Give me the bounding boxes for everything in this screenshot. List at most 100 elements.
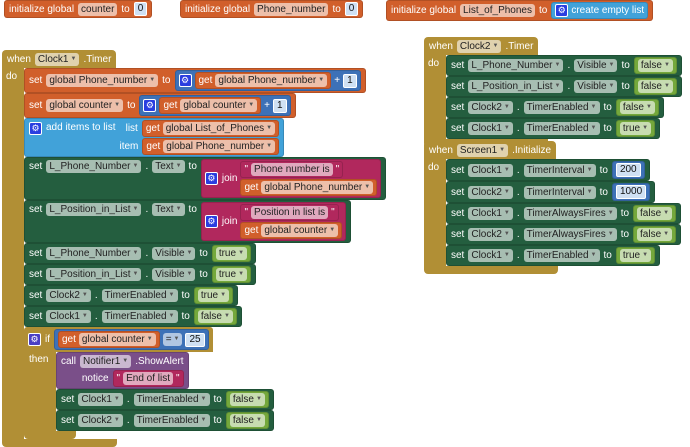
property-dropdown[interactable]: TimerEnabled ▼ xyxy=(133,414,210,427)
gear-icon[interactable]: ⚙ xyxy=(204,215,218,228)
boolean-dropdown[interactable]: false ▼ xyxy=(637,80,673,93)
gear-icon[interactable]: ⚙ xyxy=(143,99,157,112)
set-phone-number[interactable]: set global Phone_number ▼ to ⚙ get global Pho… xyxy=(24,68,366,93)
create-empty-list-block[interactable]: ⚙ create empty list xyxy=(551,2,649,19)
init-global-counter[interactable]: initialize global counter to 0 xyxy=(4,0,153,18)
boolean-dropdown[interactable]: true ▼ xyxy=(215,247,248,260)
get-phone-number[interactable]: get global Phone_number ▼ xyxy=(194,72,332,89)
boolean-dropdown[interactable]: true ▼ xyxy=(215,268,248,281)
component-dropdown[interactable]: Screen1 ▼ xyxy=(456,143,509,157)
set-property-row[interactable]: set Clock1 ▼. TimerInterval ▼ to 200 xyxy=(446,159,650,181)
property-dropdown[interactable]: Visible ▼ xyxy=(574,59,618,72)
component-dropdown[interactable]: Clock2 ▼ xyxy=(456,39,502,53)
property-dropdown[interactable]: TimerInterval ▼ xyxy=(523,185,596,199)
boolean-dropdown[interactable]: false ▼ xyxy=(197,310,233,323)
boolean-block[interactable]: false ▼ xyxy=(225,391,269,408)
component-dropdown[interactable]: L_Phone_Number ▼ xyxy=(468,59,564,72)
boolean-block[interactable]: false ▼ xyxy=(633,205,677,222)
property-dropdown[interactable]: TimerEnabled ▼ xyxy=(101,289,178,302)
set-property-row[interactable]: set Clock2 ▼. TimerInterval ▼ to 1000 xyxy=(446,181,656,203)
var-dropdown[interactable]: global counter ▼ xyxy=(46,99,124,112)
boolean-dropdown[interactable]: false ▼ xyxy=(229,393,265,406)
if-block[interactable]: ⚙ if get global counter ▼ = ▼ 25 then call Noti… xyxy=(24,327,274,439)
set-property-row[interactable]: set Clock2 ▼. TimerAlwaysFires ▼ to false ▼ xyxy=(446,224,682,245)
addition-block[interactable]: ⚙ get global Phone_number ▼ +1 xyxy=(174,70,361,91)
gear-icon[interactable]: ⚙ xyxy=(29,122,42,135)
addition-block[interactable]: ⚙ get global counter ▼ +1 xyxy=(139,95,291,116)
set-l-phone-number-text[interactable]: set L_Phone_Number ▼. Text ▼ to ⚙ join " Phone … xyxy=(24,157,387,200)
number-block[interactable]: 1000 xyxy=(611,183,651,201)
component-dropdown[interactable]: Clock2 ▼ xyxy=(46,289,91,302)
gear-icon[interactable]: ⚙ xyxy=(28,333,41,346)
compare-block[interactable]: get global counter ▼ = ▼ 25 xyxy=(54,329,209,350)
component-dropdown[interactable]: Notifier1 ▼ xyxy=(80,355,132,368)
number-value[interactable]: 200 xyxy=(615,163,641,177)
init-global-list-of-phones[interactable]: initialize global List_of_Phones to ⚙ create… xyxy=(386,0,654,21)
var-dropdown[interactable]: global counter ▼ xyxy=(261,224,339,237)
text-string[interactable]: " Position in list is " xyxy=(240,204,339,221)
property-dropdown[interactable]: Visible ▼ xyxy=(152,247,196,260)
component-dropdown[interactable]: Clock1 ▼ xyxy=(468,163,513,177)
set-l-position-text[interactable]: set L_Position_in_List ▼. Text ▼ to ⚙ join " Po… xyxy=(24,200,352,243)
set-property-row[interactable]: set Clock1 ▼. TimerAlwaysFires ▼ to false ▼ xyxy=(446,203,682,224)
boolean-block[interactable]: true ▼ xyxy=(615,247,656,264)
operator-dropdown[interactable]: = ▼ xyxy=(162,333,183,346)
get-counter[interactable]: get global counter ▼ xyxy=(240,222,343,239)
boolean-dropdown[interactable]: true ▼ xyxy=(619,249,652,262)
boolean-dropdown[interactable]: false ▼ xyxy=(637,59,673,72)
boolean-dropdown[interactable]: true ▼ xyxy=(619,122,652,135)
property-dropdown[interactable]: TimerEnabled ▼ xyxy=(133,393,210,406)
property-dropdown[interactable]: TimerInterval ▼ xyxy=(523,163,596,177)
boolean-block[interactable]: true ▼ xyxy=(615,120,656,137)
component-dropdown[interactable]: Clock1 ▼ xyxy=(34,52,80,66)
var-dropdown[interactable]: global List_of_Phones ▼ xyxy=(162,122,276,135)
set-property-row[interactable]: set Clock2 ▼. TimerEnabled ▼ to false ▼ xyxy=(446,97,664,118)
component-dropdown[interactable]: L_Phone_Number ▼ xyxy=(46,247,142,260)
boolean-dropdown[interactable]: false ▼ xyxy=(637,228,673,241)
boolean-dropdown[interactable]: true ▼ xyxy=(197,289,230,302)
set-property-row[interactable]: set Clock1 ▼. TimerEnabled ▼ to true ▼ xyxy=(446,118,661,139)
component-dropdown[interactable]: L_Phone_Number ▼ xyxy=(46,160,142,173)
gear-icon[interactable]: ⚙ xyxy=(178,74,192,87)
component-dropdown[interactable]: L_Position_in_List ▼ xyxy=(46,203,142,216)
add-items-to-list[interactable]: ⚙ add items to list list get global List_of… xyxy=(24,118,285,157)
boolean-block[interactable]: false ▼ xyxy=(633,57,677,74)
set-clock2-timer-enabled[interactable]: set Clock2 ▼. TimerEnabled ▼ to false ▼ xyxy=(56,410,274,431)
property-dropdown[interactable]: TimerEnabled ▼ xyxy=(523,249,600,262)
boolean-block[interactable]: false ▼ xyxy=(633,226,677,243)
var-dropdown[interactable]: global counter ▼ xyxy=(180,99,258,112)
text-value[interactable]: Phone number is xyxy=(251,163,333,176)
var-dropdown[interactable]: global Phone_number ▼ xyxy=(261,181,374,194)
clock2-timer-event[interactable]: when Clock2 ▼ .Timer do set L_Phone_Number ▼. V… xyxy=(424,37,682,147)
var-name-field[interactable]: counter xyxy=(78,2,118,16)
property-dropdown[interactable]: Text ▼ xyxy=(152,160,185,173)
var-name-field[interactable]: List_of_Phones xyxy=(460,4,535,17)
boolean-block[interactable]: false ▼ xyxy=(615,99,659,116)
text-string[interactable]: " Phone number is " xyxy=(240,161,344,178)
join-block[interactable]: ⚙ join " Phone number is " get global Phone_… xyxy=(200,159,382,198)
var-name-field[interactable]: Phone_number xyxy=(254,2,329,16)
var-dropdown[interactable]: global Phone_number ▼ xyxy=(46,74,159,87)
component-dropdown[interactable]: Clock2 ▼ xyxy=(468,101,513,114)
gear-icon[interactable]: ⚙ xyxy=(555,4,569,17)
boolean-block[interactable]: true ▼ xyxy=(211,266,252,283)
component-dropdown[interactable]: L_Position_in_List ▼ xyxy=(46,268,142,281)
text-string[interactable]: " End of list " xyxy=(112,370,184,387)
number-value[interactable]: 0 xyxy=(344,2,359,16)
text-value[interactable]: End of list xyxy=(123,372,174,385)
property-dropdown[interactable]: TimerAlwaysFires ▼ xyxy=(523,207,617,220)
number-value[interactable]: 1000 xyxy=(615,185,647,199)
set-property-row[interactable]: set L_Position_in_List ▼. Visible ▼ to false ▼ xyxy=(446,76,682,97)
property-dropdown[interactable]: Visible ▼ xyxy=(152,268,196,281)
component-dropdown[interactable]: Clock1 ▼ xyxy=(468,122,513,135)
component-dropdown[interactable]: Clock1 ▼ xyxy=(46,310,91,323)
component-dropdown[interactable]: L_Position_in_List ▼ xyxy=(468,80,564,93)
boolean-block[interactable]: true ▼ xyxy=(193,287,234,304)
get-counter[interactable]: get global counter ▼ xyxy=(58,331,160,348)
set-property-row[interactable]: set L_Phone_Number ▼. Visible ▼ to false ▼ xyxy=(446,55,682,76)
clock1-timer-event[interactable]: when Clock1 ▼ .Timer do set global Phone_num… xyxy=(2,50,387,447)
text-value[interactable]: Position in list is xyxy=(251,206,329,219)
init-global-phone-number[interactable]: initialize global Phone_number to 0 xyxy=(180,0,364,18)
set-clock1-timer-enabled[interactable]: set Clock1 ▼. TimerEnabled ▼ to false ▼ xyxy=(56,389,274,410)
set-clock1-timer-enabled[interactable]: set Clock1 ▼. TimerEnabled ▼ to false ▼ xyxy=(24,306,242,327)
